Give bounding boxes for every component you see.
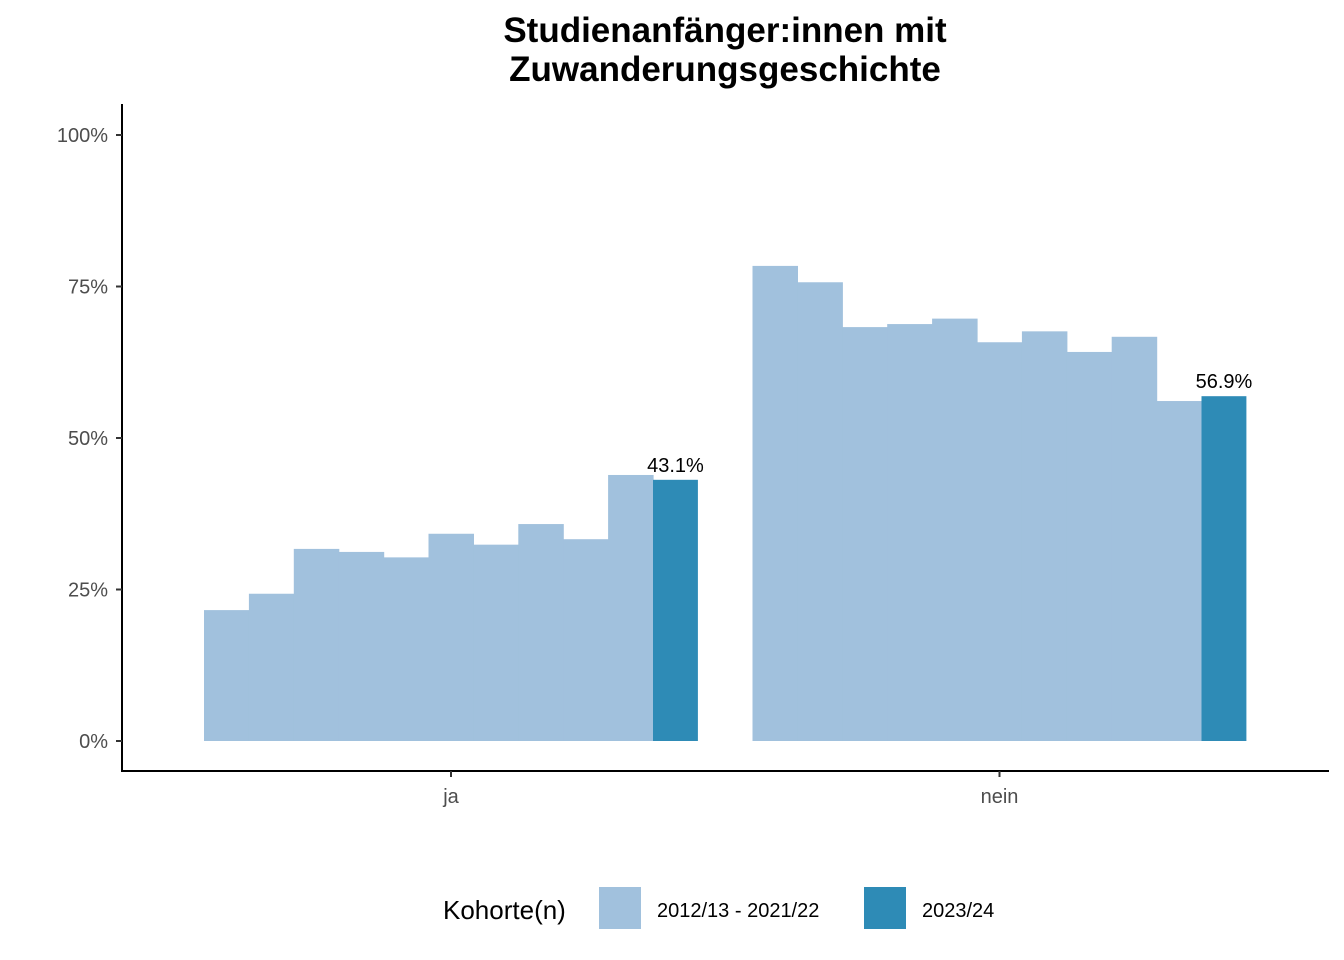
- data-label-nein: 56.9%: [1196, 371, 1253, 393]
- bar-nein-historic: [797, 282, 843, 741]
- bar-nein-historic: [932, 318, 978, 741]
- data-labels-group: 43.1% 56.9%: [647, 371, 1252, 477]
- bar-ja-historic: [204, 610, 250, 741]
- chart-title-line-2: Zuwanderungsgeschichte: [509, 50, 941, 89]
- bar-nein-historic: [842, 327, 888, 741]
- x-tick-label-nein: nein: [981, 786, 1019, 808]
- chart-title: Studienanfänger:innen mit Zuwanderungsge…: [503, 11, 947, 89]
- x-tick-label-ja: ja: [442, 786, 459, 808]
- y-tick-label: 75%: [68, 277, 108, 299]
- legend: Kohorte(n) 2012/13 - 2021/22 2023/24: [443, 887, 994, 929]
- bar-ja-historic: [428, 533, 474, 741]
- legend-swatch-historic: [599, 887, 641, 929]
- legend-title: Kohorte(n): [443, 895, 566, 925]
- bar-nein-historic: [1111, 336, 1158, 741]
- bar-nein-historic: [1066, 351, 1113, 741]
- bar-ja-historic: [473, 544, 519, 741]
- legend-swatch-current: [864, 887, 906, 929]
- bar-nein-historic: [752, 265, 798, 741]
- y-ticks-group: 0% 25% 50% 75% 100%: [57, 125, 122, 753]
- legend-label-historic: 2012/13 - 2021/22: [657, 900, 819, 922]
- bar-ja-current: [653, 479, 698, 741]
- bar-nein-historic: [1156, 401, 1203, 741]
- y-tick-label: 0%: [79, 731, 108, 753]
- bar-ja-historic: [293, 548, 340, 741]
- bars-group: [204, 265, 1247, 741]
- bar-ja-historic: [248, 593, 295, 741]
- bar-ja-historic: [563, 539, 609, 741]
- bar-ja-historic: [383, 557, 430, 741]
- bar-ja-historic: [338, 551, 385, 741]
- bar-ja-historic: [608, 474, 654, 741]
- bar-ja-historic: [518, 524, 564, 741]
- x-ticks-group: ja nein: [442, 771, 1018, 808]
- bar-nein-historic: [887, 324, 933, 741]
- legend-label-current: 2023/24: [922, 900, 994, 922]
- data-label-ja: 43.1%: [647, 455, 704, 477]
- y-tick-label: 100%: [57, 125, 108, 147]
- y-tick-label: 25%: [68, 580, 108, 602]
- bar-nein-historic: [977, 342, 1023, 741]
- y-tick-label: 50%: [68, 428, 108, 450]
- bar-nein-current: [1201, 396, 1247, 741]
- bar-nein-historic: [1021, 331, 1068, 741]
- chart-title-line-1: Studienanfänger:innen mit: [503, 11, 947, 50]
